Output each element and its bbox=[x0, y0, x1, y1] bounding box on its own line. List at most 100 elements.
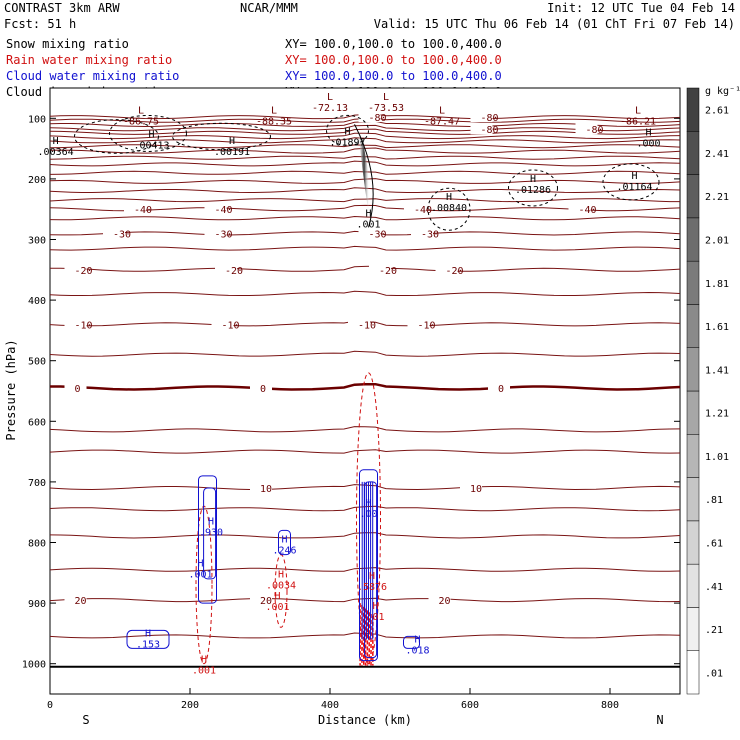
field-label: Snow mixing ratio bbox=[6, 37, 129, 51]
isotherm-label: -40 bbox=[215, 205, 233, 216]
low-marker: L bbox=[138, 105, 144, 116]
high-marker: H bbox=[278, 570, 284, 581]
isotherm-line bbox=[49, 144, 681, 149]
high-marker: H bbox=[414, 634, 420, 645]
isotherm-label-bg bbox=[215, 263, 237, 275]
isotherm-label-bg bbox=[568, 203, 591, 215]
isotherm-label-bg bbox=[460, 481, 482, 493]
low-marker: L bbox=[635, 105, 641, 116]
high-marker: H bbox=[201, 654, 207, 665]
colorbar-segment bbox=[686, 87, 700, 132]
colorbar-segment bbox=[686, 563, 700, 608]
extremum-value: -72.13 bbox=[312, 103, 348, 114]
isotherm-line bbox=[49, 132, 681, 140]
x-end-label-left: S bbox=[82, 713, 89, 727]
y-tick-label: 400 bbox=[28, 296, 46, 307]
y-axis-label: Pressure (hPa) bbox=[4, 339, 18, 440]
isotherm-label: -20 bbox=[446, 266, 464, 277]
cloud-water-contour bbox=[403, 635, 420, 649]
isotherm-label: 0 bbox=[75, 384, 81, 395]
colorbar-tick-label: .41 bbox=[705, 582, 723, 593]
high-marker: H bbox=[446, 192, 452, 203]
extremum-value: .001 bbox=[192, 665, 216, 676]
isotherm-label: 10 bbox=[260, 484, 272, 495]
isotherm-label: -10 bbox=[222, 320, 240, 331]
colorbar-segment bbox=[686, 434, 700, 478]
cloud-water-contour bbox=[203, 487, 217, 580]
y-tick-label: 300 bbox=[28, 236, 46, 247]
extremum-value: -87.47 bbox=[424, 116, 460, 127]
isotherm-label: -80 bbox=[481, 113, 499, 124]
isotherm-label-bg bbox=[250, 481, 272, 493]
isotherm-label-bg bbox=[103, 227, 125, 239]
high-marker: H bbox=[344, 127, 350, 138]
high-marker: H bbox=[281, 535, 287, 546]
snow-contour bbox=[508, 169, 558, 207]
isotherm-label: -20 bbox=[75, 266, 93, 277]
colorbar: .01 .21 .41 .61 .81 1.01 1.21 1.41 1.61 1.81 2.01 2… bbox=[686, 87, 729, 695]
high-marker: H bbox=[369, 571, 375, 582]
snow-contour bbox=[602, 163, 660, 201]
colorbar-tick-label: 1.81 bbox=[705, 279, 729, 290]
extremum-value: .00413 bbox=[133, 141, 169, 152]
isotherm-label: -10 bbox=[358, 320, 376, 331]
y-tick-label: 200 bbox=[28, 175, 46, 186]
low-marker: L bbox=[439, 105, 445, 116]
isotherm-label: -30 bbox=[215, 229, 233, 240]
extremum-value: .001 bbox=[265, 602, 289, 613]
extremum-value: .5876 bbox=[357, 582, 387, 593]
field-label: Cloud water mixing ratio bbox=[6, 69, 179, 83]
isotherm-line bbox=[49, 449, 681, 454]
extremum-value: .00364 bbox=[38, 147, 74, 158]
isotherm-label-bg bbox=[250, 594, 272, 606]
isotherm-label-bg bbox=[64, 594, 87, 606]
colorbar-segment bbox=[686, 304, 700, 348]
snow-contour bbox=[172, 122, 271, 151]
colorbar-segment bbox=[686, 477, 700, 522]
high-marker: H bbox=[372, 601, 378, 612]
colorbar-tick-label: 2.01 bbox=[705, 236, 729, 247]
isotherm-label-bg bbox=[428, 594, 451, 606]
isotherm-label: -20 bbox=[225, 266, 243, 277]
cloud-water-contour bbox=[359, 469, 378, 662]
isotherm-label-bg bbox=[358, 227, 381, 239]
isotherm-label-bg bbox=[204, 227, 227, 239]
isotherm-label: -40 bbox=[579, 205, 597, 216]
extremum-value: .000 bbox=[636, 138, 660, 149]
isotherm-label: -80 bbox=[369, 113, 387, 124]
header: CONTRAST 3km ARW NCAR/MMM Init: 12 UTC T… bbox=[4, 1, 735, 31]
high-marker: H bbox=[148, 130, 154, 141]
colorbar-segment bbox=[686, 347, 700, 392]
isotherm-label-bg bbox=[470, 123, 493, 135]
isotherm-label-bg bbox=[411, 227, 433, 239]
isotherm-line bbox=[49, 245, 681, 251]
isotherm-label: -20 bbox=[379, 266, 397, 277]
y-tick-label: 700 bbox=[28, 478, 46, 489]
isotherm-line bbox=[50, 382, 681, 391]
isotherm-label-bg bbox=[404, 203, 426, 215]
isotherm-label-bg bbox=[435, 263, 458, 275]
colorbar-segment bbox=[686, 607, 700, 651]
colorbar-tick-label: 1.41 bbox=[705, 365, 729, 376]
org-label: NCAR/MMM bbox=[240, 1, 298, 15]
axes: 0 200 400 600 800100200300400500600700800900… bbox=[22, 114, 680, 711]
extremum-value: .01 bbox=[366, 612, 384, 623]
colorbar-segment bbox=[686, 174, 700, 219]
isotherm-label-bg bbox=[358, 111, 381, 123]
isotherm-line bbox=[49, 350, 681, 357]
isotherm-label: -40 bbox=[134, 205, 152, 216]
isotherm-line bbox=[49, 128, 681, 135]
isotherm-label-bg bbox=[64, 263, 87, 275]
extremum-value: .01164 bbox=[616, 182, 652, 193]
y-tick-label: 800 bbox=[28, 539, 46, 550]
isotherm-label: -10 bbox=[75, 320, 93, 331]
isotherm-label: -80 bbox=[481, 125, 499, 136]
x-end-label-right: N bbox=[656, 713, 663, 727]
x-axis-label: Distance (km) bbox=[318, 713, 412, 727]
plot-area: -80 -80-80 -80-40 -40 -40 -40-30 -30 -30 -30-20-… bbox=[38, 92, 681, 676]
field-label: Rain water mixing ratio bbox=[6, 53, 172, 67]
cloud-ice-contour bbox=[354, 124, 374, 228]
extremum-value: .018 bbox=[405, 645, 429, 656]
extremum-value: .001 bbox=[356, 219, 380, 230]
